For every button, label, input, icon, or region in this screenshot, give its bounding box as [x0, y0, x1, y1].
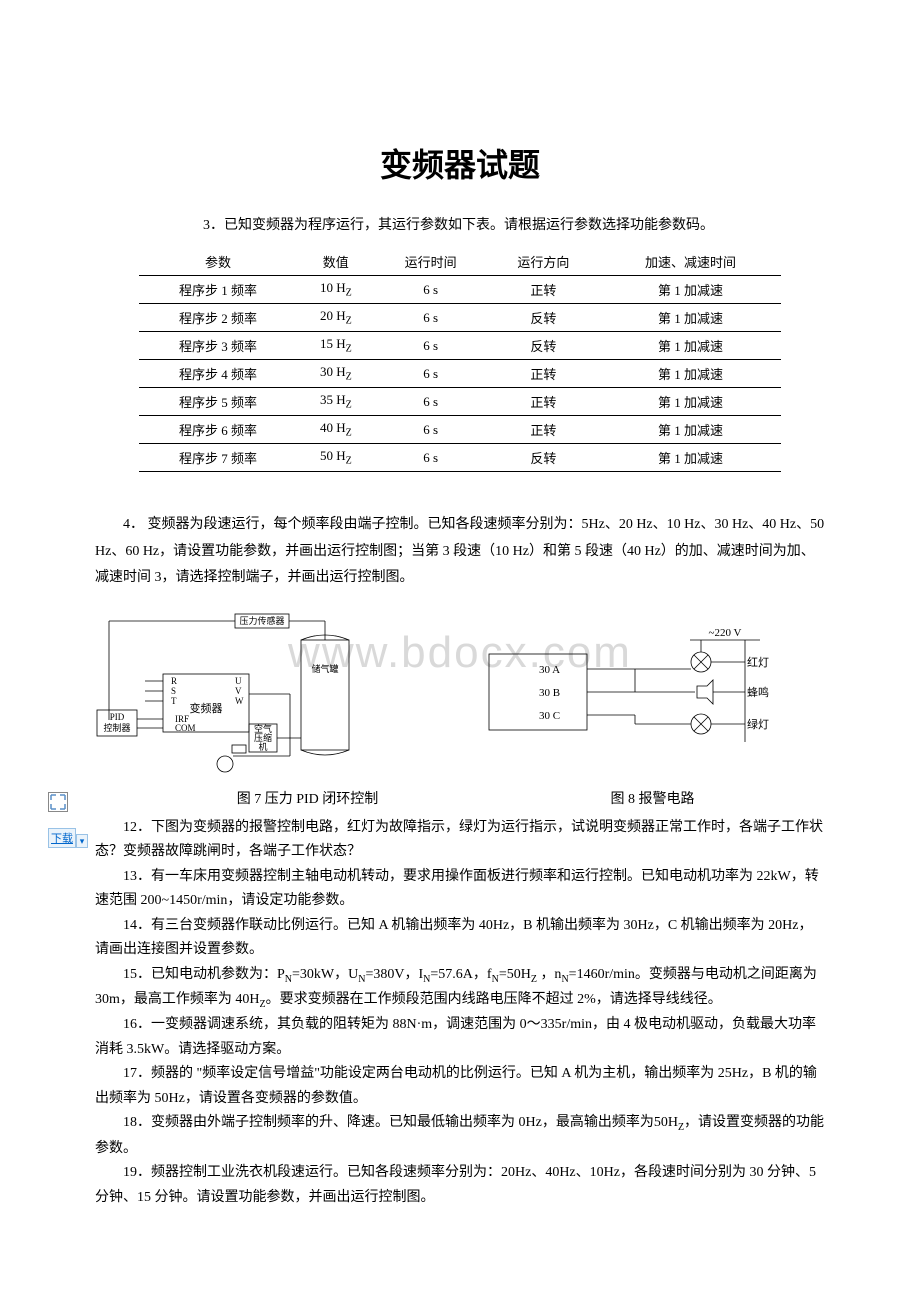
- download-link[interactable]: 下载: [48, 828, 76, 848]
- comp3-label: 机: [258, 741, 267, 752]
- table-cell: 6 s: [374, 360, 487, 388]
- q16: 16．一变频器调速系统，其负载的阻转矩为 88N·m，调速范围为 0～335r/…: [95, 1013, 825, 1062]
- pid2-label: 控制器: [103, 722, 130, 733]
- expand-icon[interactable]: [48, 792, 68, 812]
- table-cell: 6 s: [374, 276, 487, 304]
- red-label: 红灯: [747, 656, 769, 669]
- t30b-label: 30 B: [539, 687, 560, 699]
- download-dropdown[interactable]: ▾: [76, 834, 88, 848]
- t30c-label: 30 C: [539, 710, 560, 722]
- q12: 12．下图为变频器的报警控制电路，红灯为故障指示，绿灯为运行指示，试说明变频器正…: [95, 816, 825, 865]
- th-4: 加速、减速时间: [600, 248, 781, 276]
- t30a-label: 30 A: [539, 664, 560, 676]
- buzz-label: 蜂鸣: [747, 685, 769, 699]
- q15: 15．已知电动机参数为：PN=30kW，UN=380V，IN=57.6A，fN=…: [95, 963, 825, 1014]
- table-cell: 第 1 加减速: [600, 388, 781, 416]
- table-row: 程序步 7 频率50 HZ6 s反转第 1 加减速: [139, 444, 781, 472]
- table-cell: 20 HZ: [297, 304, 374, 332]
- table-cell: 程序步 6 频率: [139, 416, 298, 444]
- sensor-label: 压力传感器: [239, 615, 284, 626]
- q4-text: 4． 变频器为段速运行，每个频率段由端子控制。已知各段速频率分别为：5Hz、20…: [95, 512, 825, 592]
- fig8-caption: 图 8 报警电路: [480, 788, 825, 808]
- th-1: 数值: [297, 248, 374, 276]
- table-cell: 程序步 7 频率: [139, 444, 298, 472]
- table-cell: 正转: [487, 388, 600, 416]
- r-label: R: [171, 676, 177, 686]
- s-label: S: [171, 686, 176, 696]
- table-cell: 第 1 加减速: [600, 332, 781, 360]
- th-3: 运行方向: [487, 248, 600, 276]
- page-title: 变频器试题: [95, 140, 825, 186]
- table-cell: 6 s: [374, 444, 487, 472]
- t-label: T: [171, 696, 177, 706]
- table-cell: 程序步 1 频率: [139, 276, 298, 304]
- q13: 13．有一车床用变频器控制主轴电动机转动，要求用操作面板进行频率和运行控制。已知…: [95, 865, 825, 914]
- table-cell: 正转: [487, 416, 600, 444]
- table-row: 程序步 6 频率40 HZ6 s正转第 1 加减速: [139, 416, 781, 444]
- table-cell: 程序步 5 频率: [139, 388, 298, 416]
- table-cell: 第 1 加减速: [600, 416, 781, 444]
- pid1-label: PID: [110, 712, 125, 722]
- table-cell: 第 1 加减速: [600, 276, 781, 304]
- table-cell: 正转: [487, 360, 600, 388]
- q19: 19．频器控制工业洗衣机段速运行。已知各段速频率分别为：20Hz、40Hz、10…: [95, 1161, 825, 1210]
- th-0: 参数: [139, 248, 298, 276]
- q17: 17．频器的 "频率设定信号增益"功能设定两台电动机的比例运行。已知 A 机为主…: [95, 1062, 825, 1111]
- table-cell: 35 HZ: [297, 388, 374, 416]
- table-cell: 程序步 2 频率: [139, 304, 298, 332]
- table-cell: 第 1 加减速: [600, 360, 781, 388]
- figure-7: 压力传感器 储气罐 R S T U V W 变频器 IRF COM: [95, 612, 435, 782]
- table-cell: 30 HZ: [297, 360, 374, 388]
- table-cell: 反转: [487, 332, 600, 360]
- table-cell: 反转: [487, 444, 600, 472]
- com-label: COM: [175, 723, 196, 733]
- table-row: 程序步 3 频率15 HZ6 s反转第 1 加减速: [139, 332, 781, 360]
- v220-label: ~220 V: [709, 627, 742, 639]
- table-cell: 程序步 3 频率: [139, 332, 298, 360]
- v-label: V: [235, 686, 242, 696]
- question-list: 12．下图为变频器的报警控制电路，红灯为故障指示，绿灯为运行指示，试说明变频器正…: [95, 816, 825, 1210]
- intro-text: 3．已知变频器为程序运行，其运行参数如下表。请根据运行参数选择功能参数码。: [175, 214, 825, 234]
- table-cell: 程序步 4 频率: [139, 360, 298, 388]
- vfd-label: 变频器: [190, 701, 223, 715]
- table-cell: 正转: [487, 276, 600, 304]
- table-cell: 第 1 加减速: [600, 444, 781, 472]
- th-2: 运行时间: [374, 248, 487, 276]
- param-table: 参数 数值 运行时间 运行方向 加速、减速时间 程序步 1 频率10 HZ6 s…: [139, 248, 781, 472]
- tank-label: 储气罐: [311, 663, 338, 674]
- table-cell: 6 s: [374, 304, 487, 332]
- table-cell: 6 s: [374, 416, 487, 444]
- table-cell: 40 HZ: [297, 416, 374, 444]
- table-cell: 50 HZ: [297, 444, 374, 472]
- table-cell: 15 HZ: [297, 332, 374, 360]
- table-row: 程序步 1 频率10 HZ6 s正转第 1 加减速: [139, 276, 781, 304]
- table-cell: 10 HZ: [297, 276, 374, 304]
- table-cell: 反转: [487, 304, 600, 332]
- table-row: 程序步 2 频率20 HZ6 s反转第 1 加减速: [139, 304, 781, 332]
- green-label: 绿灯: [747, 717, 769, 731]
- table-cell: 6 s: [374, 332, 487, 360]
- table-cell: 第 1 加减速: [600, 304, 781, 332]
- table-cell: 6 s: [374, 388, 487, 416]
- table-row: 程序步 4 频率30 HZ6 s正转第 1 加减速: [139, 360, 781, 388]
- fig7-caption: 图 7 压力 PID 闭环控制: [95, 788, 480, 808]
- w-label: W: [235, 696, 244, 706]
- figure-8: 30 A 30 B 30 C ~220 V 红灯 蜂鸣 绿灯: [485, 612, 825, 782]
- q14: 14．有三台变频器作联动比例运行。已知 A 机输出频率为 40Hz，B 机输出频…: [95, 914, 825, 963]
- u-label: U: [235, 676, 242, 686]
- table-row: 程序步 5 频率35 HZ6 s正转第 1 加减速: [139, 388, 781, 416]
- q18: 18．变频器由外端子控制频率的升、降速。已知最低输出频率为 0Hz，最高输出频率…: [95, 1111, 825, 1161]
